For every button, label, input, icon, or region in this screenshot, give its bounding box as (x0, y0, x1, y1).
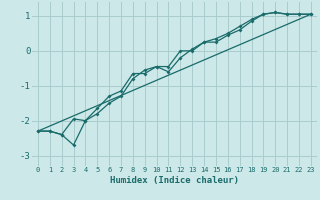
X-axis label: Humidex (Indice chaleur): Humidex (Indice chaleur) (110, 176, 239, 185)
